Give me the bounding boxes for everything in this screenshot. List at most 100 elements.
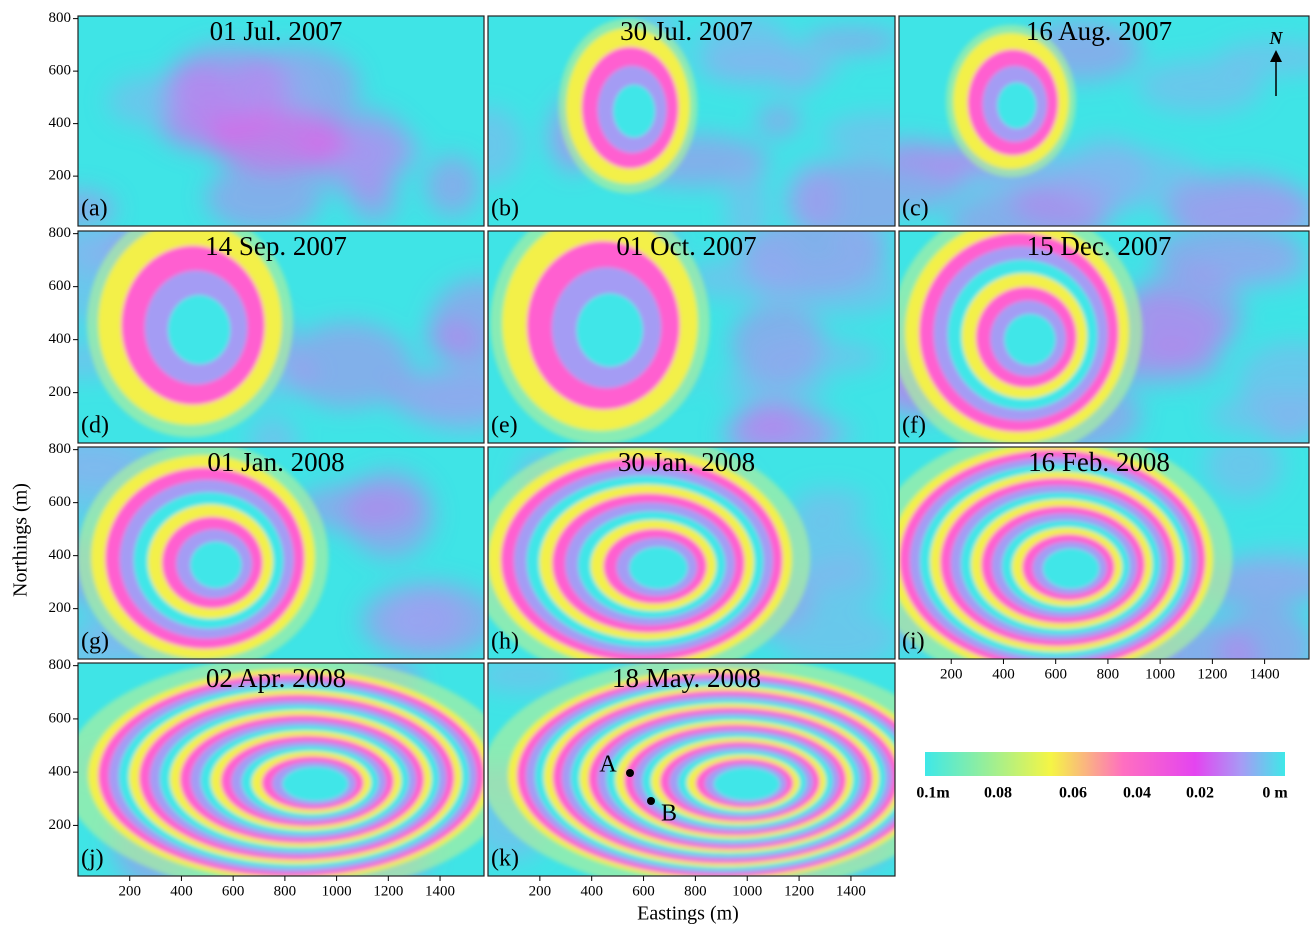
y-tick-label: 600 [49, 278, 72, 294]
x-tick-label: 800 [1097, 666, 1120, 682]
x-tick-label: 1000 [732, 883, 762, 899]
panel-label: (c) [902, 196, 929, 222]
texture-blob [753, 339, 884, 373]
panel-label: (a) [81, 196, 108, 222]
x-tick-label: 400 [992, 666, 1015, 682]
texture-blob [295, 484, 422, 531]
texture-blob [694, 45, 841, 87]
y-tick-label: 400 [49, 115, 72, 131]
panel-frame [77, 662, 485, 877]
texture-blob [425, 155, 480, 216]
panel-label: (j) [81, 846, 104, 872]
texture-blob [1161, 172, 1309, 226]
x-tick-label: 800 [684, 883, 707, 899]
fringe [997, 82, 1037, 129]
texture-blob [802, 28, 895, 53]
panel-frame [898, 446, 1310, 660]
texture-blob [488, 107, 523, 184]
panel [488, 231, 895, 443]
y-tick-label: 200 [49, 168, 72, 184]
overlay: N A B Northings (m) Eastings (m) 0.1m 0.0… [10, 28, 1289, 924]
panel-label: (h) [491, 629, 519, 655]
texture-blob [1136, 59, 1264, 114]
texture-blob [947, 188, 1107, 226]
fringes [899, 447, 1233, 659]
colorbar-label: 0.02 [1186, 785, 1214, 802]
x-tick-label: 1000 [1145, 666, 1175, 682]
panel-frame [487, 15, 896, 227]
texture-blob [396, 587, 462, 652]
fringes [488, 447, 811, 659]
panel-frame [77, 446, 485, 660]
panel [899, 447, 1309, 659]
panel [488, 447, 895, 659]
fringe [629, 546, 688, 590]
panel [78, 663, 484, 876]
panel-date: 01 Oct. 2007 [616, 231, 756, 261]
panel [899, 16, 1309, 226]
x-tick-label: 400 [170, 883, 193, 899]
texture-blob [430, 278, 484, 370]
y-tick-label: 200 [49, 384, 72, 400]
x-tick-label: 1200 [784, 883, 814, 899]
panel-date: 02 Apr. 2008 [206, 663, 346, 693]
fringes [488, 663, 895, 876]
panel [78, 231, 484, 443]
x-tick-label: 200 [118, 883, 141, 899]
point-a [626, 769, 634, 777]
colorbar-label: 0.08 [984, 785, 1012, 802]
fringe [282, 766, 349, 802]
fringes [78, 663, 484, 876]
point-b [647, 797, 655, 805]
north-label: N [1269, 28, 1284, 48]
x-tick-label: 600 [222, 883, 245, 899]
panel-label: (f) [902, 413, 926, 439]
panel-date: 18 May. 2008 [612, 663, 761, 693]
texture-blob [1129, 267, 1243, 360]
panel-frame [487, 446, 896, 660]
x-tick-label: 1200 [1197, 666, 1227, 682]
y-tick-label: 800 [49, 441, 72, 457]
texture-blob [78, 189, 116, 226]
panel-label: (b) [491, 196, 519, 222]
texture-blob [1226, 549, 1309, 587]
panel [78, 16, 484, 226]
y-tick-label: 800 [49, 657, 72, 673]
texture-blob [1205, 447, 1282, 499]
x-tick-label: 200 [940, 666, 963, 682]
y-tick-label: 200 [49, 600, 72, 616]
point-label: B [661, 801, 677, 827]
fringe [1042, 548, 1100, 589]
panel-date: 16 Aug. 2007 [1026, 16, 1172, 46]
texture-blob [488, 663, 576, 692]
x-tick-label: 200 [529, 883, 552, 899]
fringes [78, 447, 329, 659]
panels: 01 Jul. 2007 (a) 200 400 600 800 30 Jul. 2007 (… [49, 10, 1310, 899]
x-tick-label: 1200 [373, 883, 403, 899]
fringes [899, 231, 1143, 443]
x-tick-label: 600 [632, 883, 655, 899]
panel-frame [487, 230, 896, 444]
texture [78, 43, 480, 226]
texture-blob [409, 368, 484, 433]
texture-blob [834, 231, 891, 258]
panel-date: 14 Sep. 2007 [205, 231, 347, 261]
texture [899, 20, 1309, 226]
fringe [190, 541, 242, 589]
texture-blob [821, 113, 895, 157]
texture-blob [78, 231, 125, 248]
y-tick-label: 400 [49, 331, 72, 347]
texture-blob [1216, 41, 1309, 75]
texture-blob [682, 257, 793, 300]
panel [899, 231, 1309, 443]
panel-date: 01 Jan. 2008 [207, 447, 344, 477]
panel-label: (g) [81, 629, 109, 655]
panel-date: 01 Jul. 2007 [210, 16, 343, 46]
fringes [946, 24, 1076, 178]
panel-label: (d) [81, 413, 109, 439]
texture-blob [791, 488, 869, 522]
colorbar-label: 0.1m [916, 785, 950, 802]
texture-blob [718, 371, 830, 403]
panel-frame [77, 230, 485, 444]
point-label: A [599, 752, 617, 778]
